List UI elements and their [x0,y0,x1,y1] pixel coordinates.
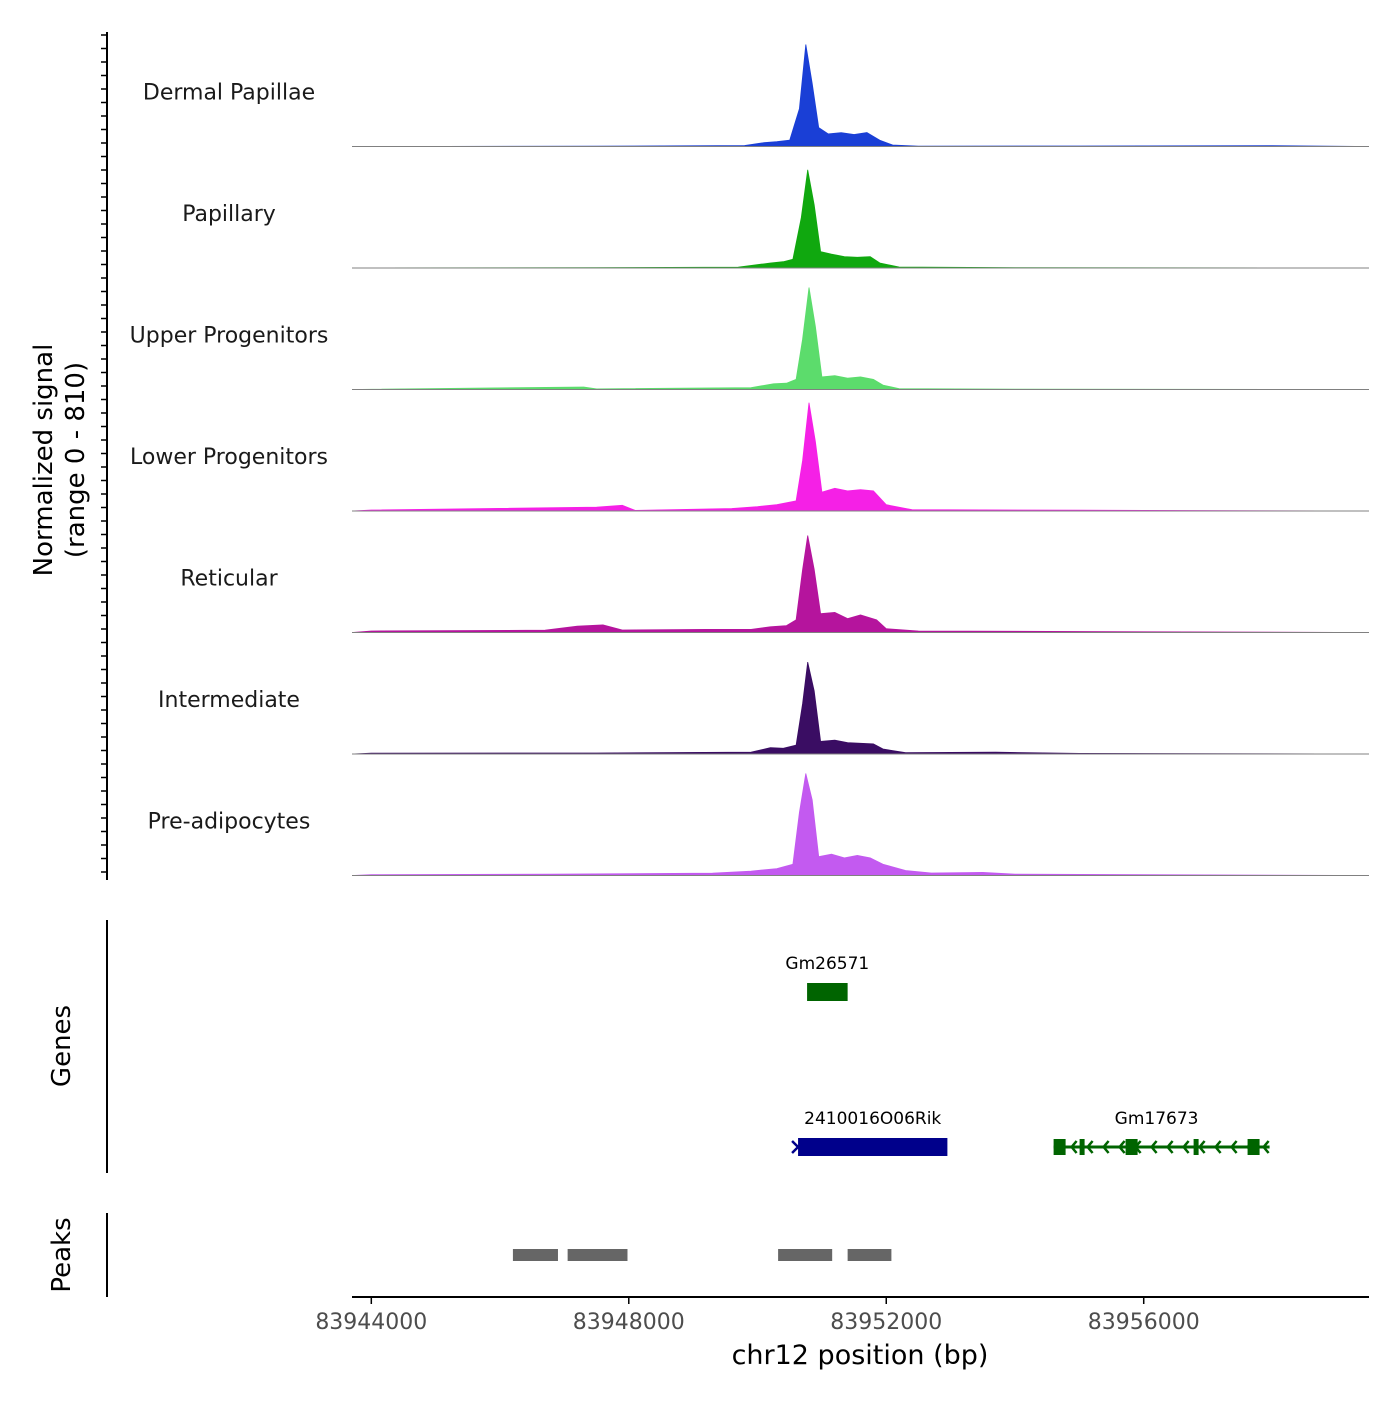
coverage-tracks: Dermal Papillae Papillary Upper Progenitor… [130,44,1370,876]
x-tick-label: 83952000 [830,1310,942,1335]
gene-exon [1053,1139,1066,1155]
gene-strand-arrow [1117,1140,1126,1154]
track-label: Papillary [182,202,276,227]
gene-2410016o06rik: 2410016O06Rik [791,1109,948,1156]
y-axis-title-line2: (range 0 - 810) [61,362,91,558]
gene-gm26571: Gm26571 [785,954,869,1001]
track-lower-progenitors: Lower Progenitors [130,402,1370,512]
track-label: Dermal Papillae [143,81,315,106]
x-axis: 83944000 83948000 83952000 83956000 [315,1296,1369,1335]
gene-exon [1193,1139,1199,1155]
track-area [351,662,1370,755]
peak-region [847,1249,892,1261]
peak-region [778,1249,833,1261]
gene-exon [1079,1139,1085,1155]
track-area [351,44,1370,147]
gene-body [798,1138,948,1156]
track-area [351,535,1370,633]
gene-strand-arrow [1165,1140,1174,1154]
gene-strand-arrow [1069,1140,1078,1154]
gene-label: Gm17673 [1115,1109,1199,1129]
track-pre-adipocytes: Pre-adipocytes [148,773,1370,876]
track-label: Lower Progenitors [130,445,328,470]
track-upper-progenitors: Upper Progenitors [130,287,1370,390]
track-label: Pre-adipocytes [148,810,311,835]
gene-strand-arrow [1181,1140,1190,1154]
track-area [351,169,1370,269]
track-area [351,402,1370,512]
gene-strand-arrow [1229,1140,1238,1154]
track-area [351,287,1370,390]
gene-strand-arrow [1197,1140,1206,1154]
x-tick-label: 83944000 [315,1310,427,1335]
peaks-panel: Peaks [47,1213,892,1297]
track-papillary: Papillary [182,169,1370,269]
genes-panel: Genes Gm26571 2410016O06Rik Gm17673 [47,920,1270,1173]
coverage-y-axis [101,32,108,880]
gene-label: Gm26571 [785,954,869,974]
peaks-side-label: Peaks [47,1217,77,1292]
track-reticular: Reticular [180,535,1370,633]
track-area [351,773,1370,876]
gene-body [807,983,848,1001]
gene-exon [1125,1139,1138,1155]
peak-region [512,1249,558,1261]
gene-exon [1247,1139,1260,1155]
gene-strand-arrow [1133,1140,1142,1154]
y-axis-title: Normalized signal (range 0 - 810) [29,344,91,577]
track-label: Upper Progenitors [130,324,329,349]
x-tick-label: 83948000 [573,1310,685,1335]
gene-strand-arrow [1213,1140,1222,1154]
peak-region [567,1249,628,1261]
gene-strand-arrow [1085,1140,1094,1154]
gene-strand-arrow [791,1140,800,1154]
x-tick-label: 83956000 [1088,1310,1200,1335]
x-axis-title: chr12 position (bp) [732,1340,989,1371]
genes-side-label: Genes [47,1005,77,1087]
track-dermal-papillae: Dermal Papillae [143,44,1370,147]
gene-strand-arrow [1261,1140,1270,1154]
track-label: Reticular [180,567,278,592]
gene-gm17673: Gm17673 [1053,1109,1270,1155]
track-label: Intermediate [158,688,300,713]
gene-label: 2410016O06Rik [804,1109,941,1129]
track-intermediate: Intermediate [158,662,1370,755]
y-axis-title-line1: Normalized signal [29,344,59,577]
gene-strand-arrow [1149,1140,1158,1154]
gene-strand-arrow [1101,1140,1110,1154]
gene-strand-arrow [1245,1140,1254,1154]
